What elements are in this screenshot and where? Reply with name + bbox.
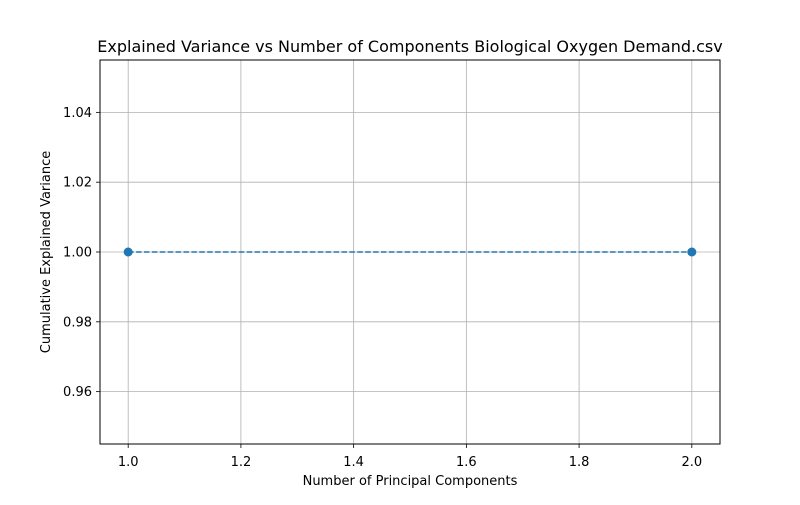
y-axis-label: Cumulative Explained Variance [39, 151, 54, 353]
y-tick-label: 1.02 [63, 176, 92, 191]
x-axis-label: Number of Principal Components [303, 474, 518, 489]
y-tick-label: 0.98 [63, 315, 92, 330]
x-tick-label: 1.2 [231, 455, 252, 470]
x-tick-label: 1.8 [569, 455, 590, 470]
data-point [687, 247, 697, 257]
ticks: 1.0 1.2 1.4 1.6 1.8 2.0 0.96 0.98 1.00 1.02 1.04 [63, 106, 702, 470]
data-point [123, 247, 133, 257]
x-tick-label: 2.0 [681, 455, 702, 470]
x-tick-label: 1.0 [118, 455, 139, 470]
x-tick-label: 1.4 [343, 455, 364, 470]
y-tick-label: 1.00 [63, 246, 92, 261]
series-layer [123, 247, 697, 257]
y-tick-label: 1.04 [63, 106, 92, 121]
chart-title: Explained Variance vs Number of Componen… [97, 37, 722, 56]
x-tick-label: 1.6 [456, 455, 477, 470]
y-tick-label: 0.96 [63, 385, 92, 400]
